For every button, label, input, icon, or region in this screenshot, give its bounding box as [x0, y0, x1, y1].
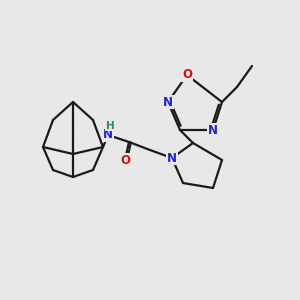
Text: N: N: [167, 152, 177, 164]
Text: O: O: [182, 68, 192, 82]
Text: O: O: [120, 154, 130, 166]
Text: N: N: [163, 95, 173, 109]
Text: N: N: [208, 124, 218, 136]
Text: H: H: [106, 121, 114, 131]
Text: N: N: [103, 128, 113, 142]
